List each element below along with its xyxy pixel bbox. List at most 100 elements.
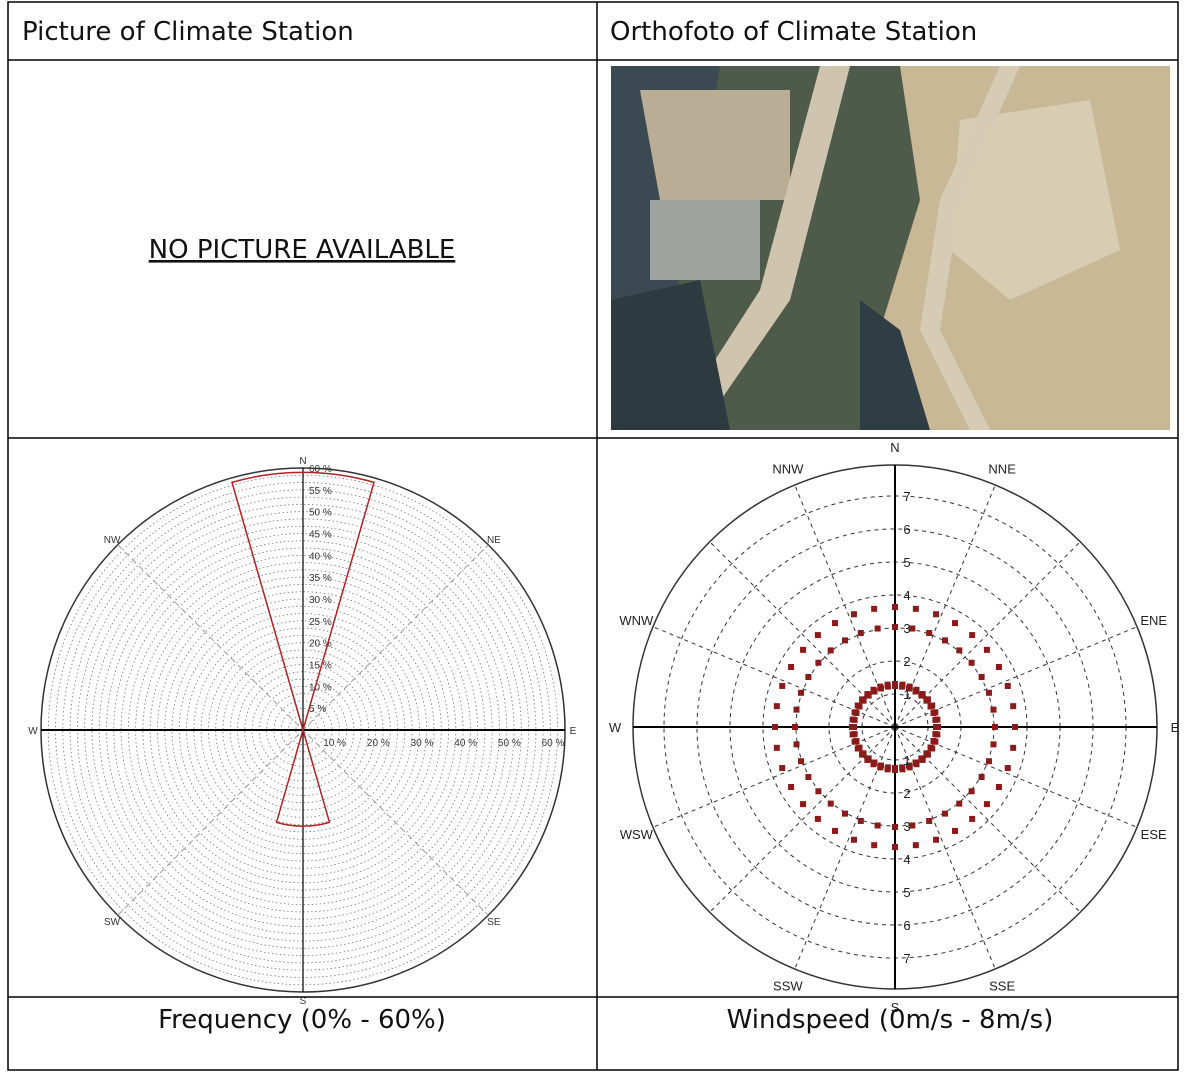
frequency-sector xyxy=(275,727,331,827)
direction-label: S xyxy=(300,996,307,1007)
speed-point xyxy=(793,706,800,713)
speed-point xyxy=(779,682,786,689)
speed-point xyxy=(912,605,919,612)
speed-point xyxy=(856,744,863,751)
speed-point xyxy=(793,741,800,748)
speed-point xyxy=(930,709,937,716)
speed-point xyxy=(926,630,933,637)
speed-point xyxy=(805,774,812,780)
direction-label: NNW xyxy=(772,461,804,476)
speed-point xyxy=(773,703,780,710)
axis-label: 20 % xyxy=(367,738,390,749)
speed-point xyxy=(814,815,821,822)
speed-point xyxy=(851,716,858,723)
speed-point xyxy=(853,709,860,716)
speed-point xyxy=(856,703,863,710)
speed-point xyxy=(860,697,867,704)
speed-point xyxy=(956,800,963,807)
speed-point xyxy=(969,815,976,822)
ring-label: 10 % xyxy=(309,682,332,693)
speed-point xyxy=(990,741,997,748)
axis-label: 60 % xyxy=(542,738,565,749)
ring-label: 40 % xyxy=(309,551,332,562)
ring-label: 45 % xyxy=(309,530,332,541)
ring-label: 60 % xyxy=(309,464,332,475)
speed-point xyxy=(871,842,878,849)
speed-point xyxy=(985,689,992,696)
spoke xyxy=(894,726,1081,913)
speed-point xyxy=(814,632,821,639)
speed-point xyxy=(918,755,925,762)
direction-label: S xyxy=(891,1000,900,1015)
speed-point xyxy=(952,827,958,834)
speed-label: 4 xyxy=(903,588,910,603)
windspeed-rose: N NNE ENE E ESE SSE S SSW WSW W WNW NNW 1 1 2 2 3 3 4 4 5 5 6 6… xyxy=(609,440,1180,1015)
no-picture-link[interactable]: NO PICTURE AVAILABLE xyxy=(149,235,456,265)
speed-point xyxy=(906,762,913,769)
speed-point xyxy=(933,836,940,843)
speed-point xyxy=(827,647,834,654)
speed-point xyxy=(874,822,881,829)
direction-label: SE xyxy=(487,917,501,928)
spoke xyxy=(709,726,896,913)
speed-point xyxy=(952,620,958,627)
speed-point xyxy=(815,788,822,795)
direction-label: E xyxy=(1171,720,1180,735)
speed-point xyxy=(877,762,884,769)
direction-label: N xyxy=(890,440,899,455)
speed-point xyxy=(871,605,878,612)
speed-point xyxy=(842,637,848,644)
direction-label: ESE xyxy=(1141,827,1167,842)
speed-point xyxy=(853,738,860,745)
speed-point xyxy=(969,632,976,639)
speed-point xyxy=(865,755,872,762)
ring-label: 20 % xyxy=(309,639,332,650)
speed-point xyxy=(932,716,939,723)
speed-point xyxy=(815,659,822,666)
caption: Frequency (0% - 60%) xyxy=(158,1005,446,1035)
direction-label: WNW xyxy=(619,613,654,628)
speed-label: 6 xyxy=(903,918,910,933)
direction-label: WSW xyxy=(620,827,654,842)
spoke xyxy=(894,541,1081,728)
speed-point xyxy=(978,674,985,680)
speed-point xyxy=(877,685,884,692)
speed-point xyxy=(773,744,780,751)
speed-point xyxy=(968,659,975,666)
speed-label: 6 xyxy=(903,522,910,537)
direction-label: E xyxy=(570,726,577,737)
speed-point xyxy=(842,810,848,817)
speed-point xyxy=(871,688,878,695)
header: Picture of Climate Station xyxy=(22,17,354,47)
speed-point xyxy=(983,801,990,808)
speed-point xyxy=(874,625,881,632)
speed-point xyxy=(1010,703,1017,710)
ring-label: 25 % xyxy=(309,617,332,628)
ring-label: 35 % xyxy=(309,573,332,584)
speed-point xyxy=(912,842,919,849)
table-grid xyxy=(7,1,1179,1071)
speed-label: 7 xyxy=(903,489,910,504)
speed-point xyxy=(892,683,898,689)
speed-point xyxy=(800,801,807,808)
speed-point xyxy=(832,620,838,627)
speed-point xyxy=(788,784,795,790)
spoke xyxy=(709,541,896,728)
direction-label: W xyxy=(609,720,622,735)
speed-point xyxy=(923,750,930,757)
speed-point xyxy=(798,689,805,696)
speed-point xyxy=(899,764,906,771)
speed-point xyxy=(926,817,933,824)
speed-point xyxy=(930,738,937,745)
speed-point xyxy=(909,625,916,632)
speed-point xyxy=(995,784,1002,790)
ring-label: 15 % xyxy=(309,661,332,672)
speed-point xyxy=(899,683,906,690)
direction-label: N xyxy=(299,456,306,467)
ring-label: 50 % xyxy=(309,508,332,519)
speed-point xyxy=(788,664,795,670)
speed-point xyxy=(912,759,919,766)
caption: Windspeed (0m/s - 8m/s) xyxy=(727,1005,1054,1035)
speed-point xyxy=(1010,744,1017,751)
speed-point xyxy=(1004,765,1011,772)
